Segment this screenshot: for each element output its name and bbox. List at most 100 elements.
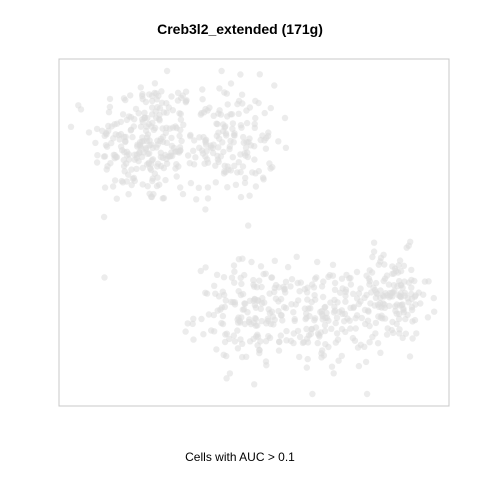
scatter-point bbox=[314, 258, 321, 266]
scatter-point bbox=[165, 104, 173, 111]
scatter-point bbox=[109, 183, 117, 190]
scatter-point bbox=[308, 298, 315, 306]
scatter-point bbox=[239, 100, 246, 107]
scatter-point bbox=[259, 132, 266, 139]
scatter-point bbox=[205, 311, 213, 318]
scatter-point bbox=[377, 258, 384, 265]
scatter-point bbox=[386, 294, 393, 301]
scatter-point bbox=[399, 334, 406, 342]
scatter-point bbox=[333, 314, 341, 321]
scatter-point bbox=[399, 284, 406, 291]
scatter-point bbox=[211, 282, 218, 289]
scatter-point bbox=[159, 125, 166, 132]
scatter-point bbox=[224, 184, 231, 191]
scatter-point bbox=[245, 222, 252, 229]
scatter-point bbox=[277, 295, 285, 303]
scatter-point bbox=[243, 353, 250, 360]
scatter-point bbox=[309, 390, 316, 398]
scatter-point bbox=[320, 278, 327, 285]
scatter-point bbox=[144, 131, 152, 138]
scatter-point bbox=[331, 303, 338, 311]
scatter-point bbox=[139, 181, 146, 188]
scatter-point bbox=[221, 168, 228, 175]
scatter-point bbox=[277, 332, 284, 339]
scatter-point bbox=[319, 347, 326, 354]
scatter-point bbox=[177, 147, 184, 154]
scatter-point bbox=[106, 95, 114, 103]
scatter-point bbox=[347, 325, 354, 332]
scatter-point bbox=[182, 328, 189, 335]
scatter-point bbox=[222, 297, 229, 304]
scatter-point bbox=[256, 346, 263, 354]
scatter-point bbox=[230, 332, 237, 339]
scatter-point bbox=[256, 71, 263, 78]
scatter-point bbox=[197, 267, 204, 275]
scatter-point bbox=[282, 304, 290, 312]
scatter-point bbox=[177, 94, 185, 102]
scatter-point bbox=[235, 110, 242, 118]
scatter-point bbox=[231, 162, 238, 169]
scatter-point bbox=[431, 308, 438, 315]
scatter-point bbox=[182, 88, 190, 95]
scatter-point bbox=[306, 312, 313, 320]
scatter-point bbox=[331, 279, 339, 287]
scatter-point bbox=[408, 266, 415, 274]
scatter-point bbox=[178, 137, 185, 145]
scatter-point bbox=[234, 345, 242, 352]
scatter-point bbox=[216, 107, 223, 114]
scatter-point bbox=[411, 277, 418, 285]
scatter-point bbox=[199, 86, 206, 93]
scatter-point bbox=[213, 271, 221, 278]
scatter-point bbox=[234, 327, 241, 334]
scatter-point bbox=[363, 291, 370, 299]
scatter-point bbox=[179, 190, 187, 198]
scatter-point bbox=[296, 353, 303, 361]
scatter-point bbox=[241, 271, 248, 279]
scatter-point bbox=[405, 279, 413, 286]
chart-title: Creb3l2_extended (171g) bbox=[157, 21, 323, 37]
scatter-point bbox=[198, 315, 205, 323]
scatter-point bbox=[177, 184, 184, 191]
scatter-point bbox=[201, 160, 208, 167]
scatter-point bbox=[130, 174, 138, 182]
scatter-point bbox=[137, 123, 145, 130]
scatter-point bbox=[301, 305, 309, 312]
scatter-point bbox=[292, 301, 299, 308]
scatter-point bbox=[408, 284, 415, 291]
scatter-point bbox=[93, 125, 101, 133]
scatter-point bbox=[230, 262, 238, 269]
scatter-point bbox=[190, 147, 197, 154]
scatter-point bbox=[351, 337, 359, 344]
scatter-point bbox=[214, 152, 221, 160]
scatter-point bbox=[176, 132, 183, 140]
scatter-point bbox=[200, 331, 207, 338]
scatter-point bbox=[284, 263, 292, 271]
scatter-point bbox=[210, 112, 217, 120]
scatter-point bbox=[357, 285, 364, 292]
scatter-point bbox=[262, 270, 269, 277]
scatter-point bbox=[361, 343, 368, 350]
scatter-point bbox=[101, 153, 109, 160]
scatter-point bbox=[148, 193, 155, 200]
scatter-point bbox=[412, 301, 419, 308]
scatter-point bbox=[176, 110, 183, 117]
scatter-point bbox=[67, 123, 75, 130]
scatter-point bbox=[311, 275, 319, 282]
scatter-point bbox=[256, 277, 263, 284]
scatter-point bbox=[156, 181, 163, 188]
scatter-point bbox=[215, 144, 222, 151]
scatter-point bbox=[127, 114, 135, 121]
scatter-point bbox=[196, 134, 203, 141]
scatter-point bbox=[77, 106, 85, 113]
scatter-point bbox=[221, 89, 228, 96]
scatter-point bbox=[276, 338, 283, 345]
scatter-point bbox=[283, 337, 290, 344]
scatter-point bbox=[355, 300, 362, 308]
scatter-point bbox=[346, 317, 353, 324]
scatter-point bbox=[364, 317, 372, 324]
scatter-point bbox=[314, 339, 321, 347]
scatter-point bbox=[250, 335, 257, 343]
scatter-point bbox=[283, 327, 290, 335]
scatter-point bbox=[101, 184, 109, 191]
scatter-point bbox=[293, 253, 300, 260]
